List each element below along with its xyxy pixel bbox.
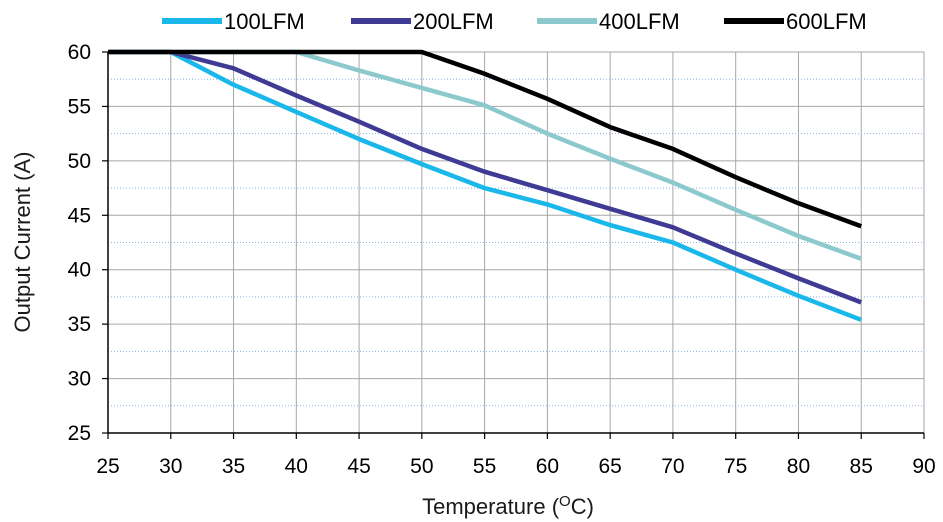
y-tick-labels: 25 30 35 40 45 50 55 60 <box>68 41 91 445</box>
series-lines <box>108 49 863 322</box>
legend-label: 100LFM <box>224 9 305 34</box>
x-tick-label: 40 <box>285 455 308 478</box>
x-axis-title: Temperature (OC) <box>422 493 594 519</box>
x-tick-label: 50 <box>410 455 433 478</box>
series-line-100LFM <box>108 49 863 322</box>
y-tick-label: 45 <box>68 204 91 227</box>
y-tick-label: 25 <box>68 422 91 445</box>
x-tick-label: 25 <box>96 455 119 478</box>
y-tick-label: 60 <box>68 41 91 64</box>
legend: 100LFM 200LFM 400LFM 600LFM <box>162 9 867 34</box>
legend-item-200LFM: 200LFM <box>351 9 494 34</box>
x-tick-label: 60 <box>536 455 559 478</box>
series-line-200LFM <box>108 49 863 305</box>
legend-item-600LFM: 600LFM <box>724 9 867 34</box>
x-tick-label: 35 <box>222 455 245 478</box>
x-tick-label: 65 <box>598 455 621 478</box>
y-tick-label: 40 <box>68 259 91 282</box>
y-tick-label: 35 <box>68 313 91 336</box>
x-axis-title-sup: O <box>559 493 571 510</box>
y-axis-title: Output Current (A) <box>10 152 35 333</box>
x-axis-title-unit: C) <box>571 494 594 519</box>
plot-frame <box>102 51 925 439</box>
legend-label: 400LFM <box>599 9 680 34</box>
x-tick-label: 55 <box>473 455 496 478</box>
legend-label: 200LFM <box>413 9 494 34</box>
x-tick-label: 30 <box>159 455 182 478</box>
legend-item-100LFM: 100LFM <box>162 9 305 34</box>
x-tick-labels: 25 30 35 40 45 50 55 60 65 70 75 80 85 90 <box>96 455 935 478</box>
legend-item-400LFM: 400LFM <box>537 9 680 34</box>
x-tick-label: 80 <box>787 455 810 478</box>
legend-label: 600LFM <box>786 9 867 34</box>
y-tick-label: 30 <box>68 368 91 391</box>
x-tick-label: 85 <box>850 455 873 478</box>
x-tick-label: 70 <box>661 455 684 478</box>
y-tick-label: 55 <box>68 95 91 118</box>
x-tick-label: 75 <box>724 455 747 478</box>
x-tick-label: 45 <box>347 455 370 478</box>
x-tick-label: 90 <box>912 455 935 478</box>
series-line-600LFM <box>108 49 862 229</box>
grid <box>108 51 925 433</box>
x-axis-title-text: Temperature ( <box>422 494 560 519</box>
y-tick-label: 50 <box>68 150 91 173</box>
